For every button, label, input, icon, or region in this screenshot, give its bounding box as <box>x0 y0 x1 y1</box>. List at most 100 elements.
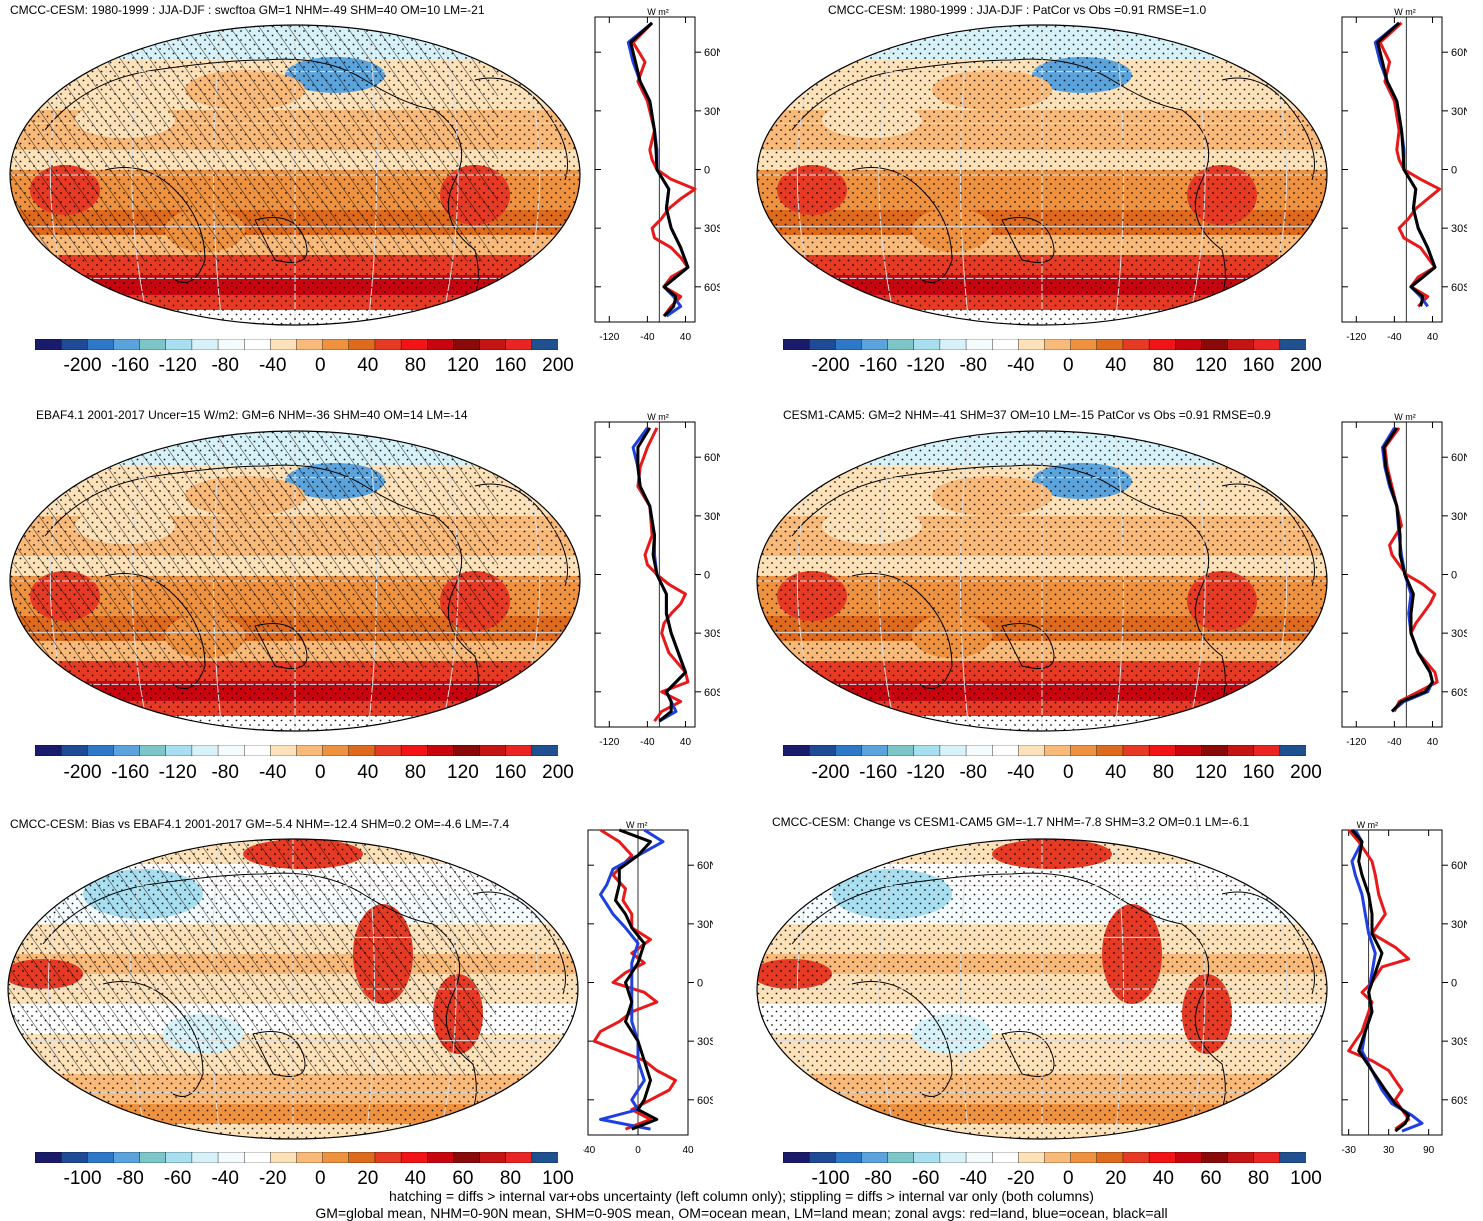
colorbar-tick-label: 40 <box>357 762 379 783</box>
colorbar-swatch <box>808 745 836 756</box>
colorbar-swatch <box>1279 1152 1306 1163</box>
colorbar-tick-label: 0 <box>314 1168 326 1189</box>
colorbar-swatch <box>1279 745 1306 756</box>
colorbar-tick-label: 0 <box>1062 1168 1074 1189</box>
colorbar-swatch <box>35 1152 62 1163</box>
colorbar-swatch <box>60 745 88 756</box>
colorbar-swatch <box>965 745 993 756</box>
colorbar-tick-label: -200 <box>811 355 850 376</box>
colorbar-swatch <box>374 1152 402 1163</box>
colorbar-swatch <box>861 745 889 756</box>
lat-tick-label: 60N <box>1451 860 1467 872</box>
colorbar-swatch <box>479 339 507 350</box>
colorbar-swatch <box>165 745 193 756</box>
zonal-mean-plot: W m² 60N 30N 0 30S 60S -30 30 90 <box>1341 820 1467 1156</box>
lat-tick-label: 30S <box>1451 223 1467 235</box>
colorbar-swatch <box>322 1152 350 1163</box>
colorbar-swatch <box>939 745 967 756</box>
colorbar-tick-label: 160 <box>1242 762 1275 783</box>
colorbar-swatch <box>296 1152 324 1163</box>
colorbar-tick-label: 40 <box>1105 355 1127 376</box>
colorbar-tick-label: -40 <box>1006 355 1035 376</box>
panel-title: CMCC-CESM: Bias vs EBAF4.1 2001-2017 GM=… <box>10 817 510 831</box>
colorbar-tick-label: -120 <box>158 355 197 376</box>
unit-label: W m² <box>1394 7 1416 17</box>
x-tick-label: -40 <box>583 1145 596 1156</box>
colorbar-tick-label: -100 <box>811 1168 850 1189</box>
colorbar-ticks: -200 -160 -120 -80 -40 0 40 80 120 160 200 <box>783 355 1322 377</box>
colorbar-swatch <box>427 339 455 350</box>
ocean-series-line <box>599 828 665 1131</box>
lat-tick-label: 30S <box>1451 628 1467 640</box>
colorbar-tick-label: 80 <box>404 355 426 376</box>
colorbar-tick-label: -40 <box>959 1168 987 1189</box>
colorbar-tick-label: -60 <box>911 1168 940 1189</box>
lat-tick-label: 60S <box>704 687 720 699</box>
colorbar-tick-label: 200 <box>1290 762 1322 783</box>
zonal-mean-plot: W m² 60N 30N 0 30S 60S -120 -40 40 <box>594 412 720 748</box>
lat-tick-label: 60N <box>697 860 713 872</box>
lat-tick-label: 60N <box>704 452 720 464</box>
colorbar-tick-label: -200 <box>811 762 850 783</box>
colorbar-tick-label: 160 <box>1242 355 1275 376</box>
colorbar-swatch <box>139 339 167 350</box>
colorbar-swatch <box>939 1152 967 1163</box>
colorbar-swatch <box>1122 1152 1150 1163</box>
map <box>756 24 1328 326</box>
colorbar-swatch <box>453 1152 481 1163</box>
colorbar <box>783 745 1306 756</box>
x-tick-label: 90 <box>1423 1145 1435 1156</box>
colorbar-swatch <box>1122 339 1150 350</box>
colorbar <box>783 1152 1306 1163</box>
colorbar-tick-label: 100 <box>1290 1168 1322 1189</box>
colorbar-tick-label: 20 <box>1105 1168 1127 1189</box>
colorbar <box>783 339 1306 350</box>
colorbar-tick-label: 120 <box>1195 762 1227 783</box>
colorbar-swatch <box>374 339 402 350</box>
panel-title: EBAF4.1 2001-2017 Uncer=15 W/m2: GM=6 NH… <box>36 408 468 422</box>
colorbar-swatch <box>60 1152 88 1163</box>
land-series-line <box>592 828 677 1131</box>
x-tick-label: 40 <box>1427 332 1439 343</box>
unit-label: W m² <box>647 412 669 422</box>
colorbar-swatch <box>1148 339 1176 350</box>
colorbar-swatch <box>217 1152 245 1163</box>
colorbar-swatch <box>348 745 376 756</box>
colorbar-tick-label: 120 <box>447 762 479 783</box>
colorbar-tick-label: 40 <box>357 355 379 376</box>
colorbar-swatch <box>1201 1152 1229 1163</box>
colorbar-tick-label: -40 <box>1006 762 1035 783</box>
colorbar-swatch <box>808 339 836 350</box>
colorbar-tick-label: 40 <box>404 1168 426 1189</box>
colorbar-swatch <box>835 745 863 756</box>
footer-note-1: hatching = diffs > internal var+obs unce… <box>389 1188 1094 1204</box>
colorbar-swatch <box>531 1152 558 1163</box>
x-tick-label: -40 <box>640 737 655 748</box>
lat-tick-label: 30N <box>1451 106 1467 118</box>
colorbar-tick-label: 120 <box>1195 355 1227 376</box>
colorbar-tick-label: 160 <box>494 762 527 783</box>
colorbar-tick-label: -80 <box>959 355 987 376</box>
colorbar-swatch <box>217 339 245 350</box>
colorbar-swatch <box>1253 745 1281 756</box>
colorbar-swatch <box>427 1152 455 1163</box>
lat-tick-label: 60S <box>1451 282 1467 294</box>
colorbar-swatch <box>400 745 428 756</box>
colorbar-swatch <box>1175 339 1203 350</box>
map <box>756 430 1328 732</box>
all-series-line <box>1350 829 1411 1133</box>
x-tick-label: 40 <box>680 332 692 343</box>
colorbar-tick-label: -200 <box>63 762 102 783</box>
colorbar-tick-label: 80 <box>404 762 426 783</box>
colorbar-swatch <box>835 339 863 350</box>
colorbar-swatch <box>113 339 141 350</box>
colorbar-swatch <box>1227 1152 1255 1163</box>
colorbar-swatch <box>479 745 507 756</box>
colorbar-swatch <box>1096 339 1124 350</box>
colorbar-swatch <box>505 745 533 756</box>
colorbar-swatch <box>427 745 455 756</box>
colorbar-swatch <box>1175 745 1203 756</box>
colorbar-swatch <box>1201 745 1229 756</box>
colorbar-tick-label: -60 <box>163 1168 192 1189</box>
unit-label: W m² <box>1394 412 1416 422</box>
